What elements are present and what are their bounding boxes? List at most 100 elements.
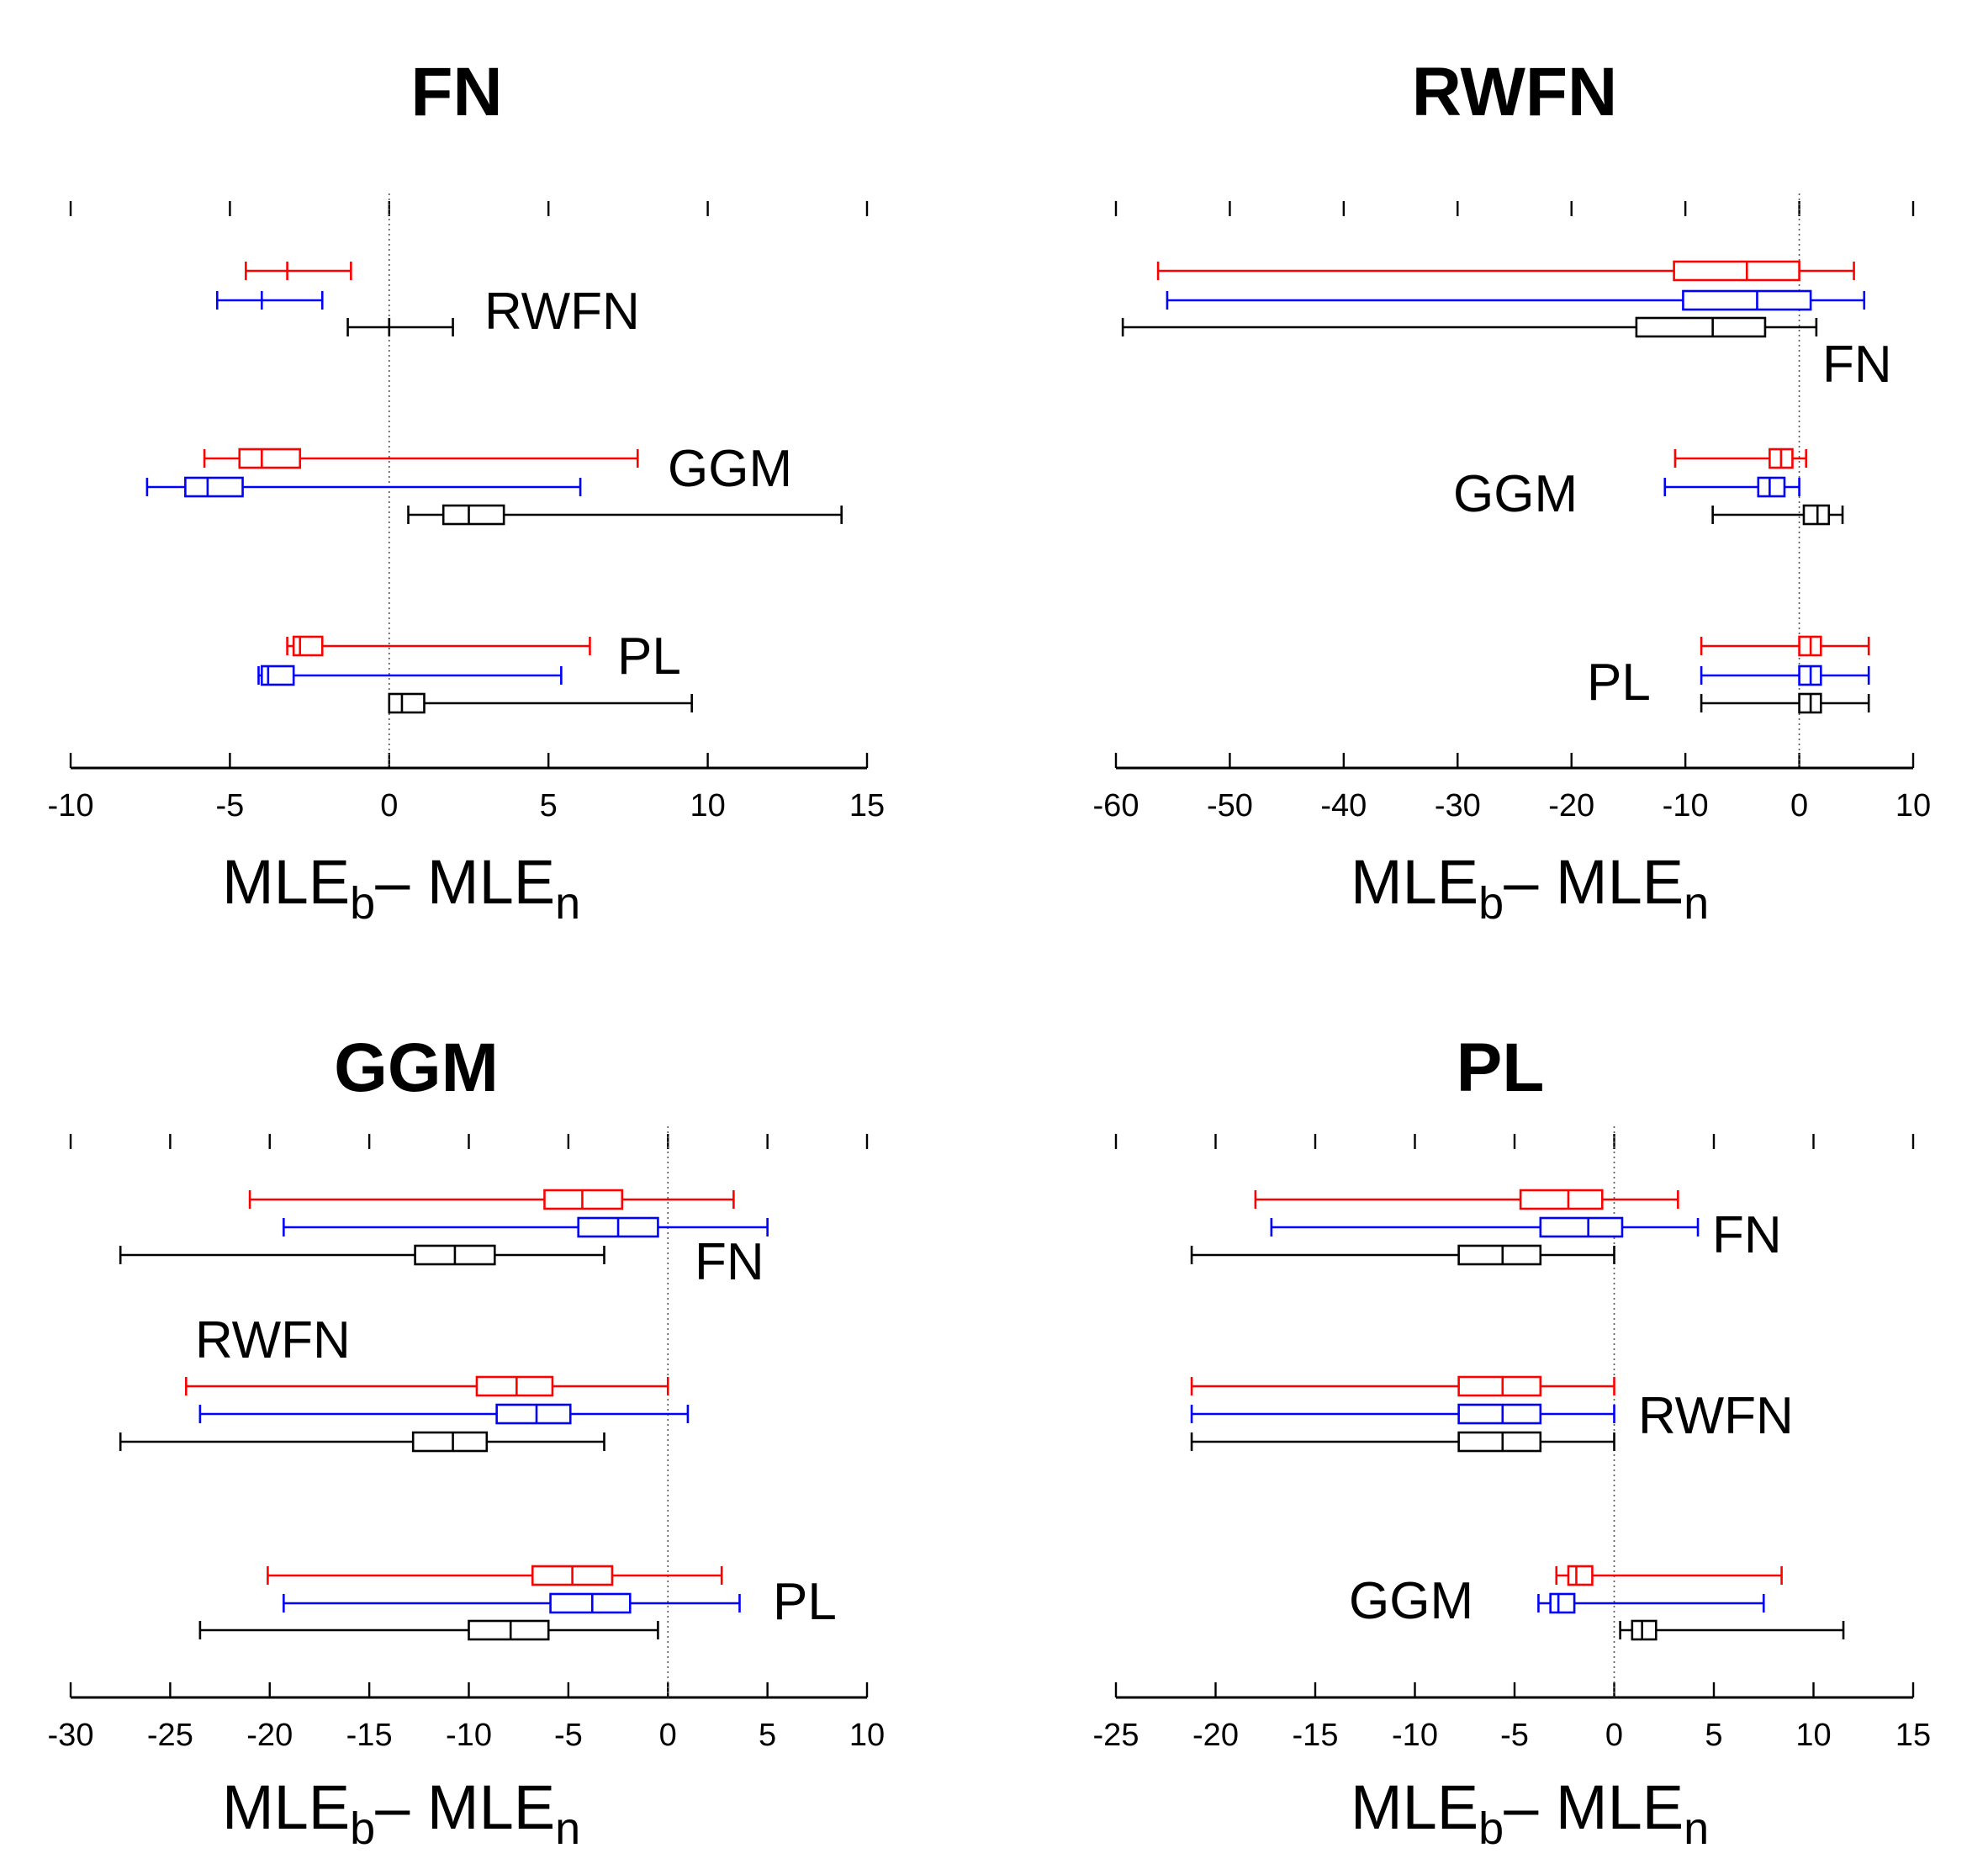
x-tick-label: 0 (380, 788, 398, 823)
iqr-box (1673, 260, 1800, 282)
iqr-box (1457, 1375, 1542, 1397)
iqr-box (1519, 1189, 1604, 1210)
box-black (1619, 1619, 1845, 1641)
box-red (1156, 260, 1855, 282)
iqr-box (388, 692, 426, 714)
iqr-box (184, 476, 244, 498)
panel-fn: FN RWFN GGM PL MLEb– MLEn -10 -5 0 5 10 15 (48, 54, 886, 929)
group-label-rwfn: RWFN (1638, 1387, 1794, 1445)
box-blue (198, 1403, 690, 1425)
box-blue (1270, 1216, 1700, 1238)
x-tick-label: 0 (1605, 1718, 1623, 1753)
box-blue (257, 665, 563, 686)
iqr-box (468, 1619, 550, 1641)
iqr-box (238, 447, 302, 469)
iqr-box (1549, 1592, 1576, 1614)
panel-ggm: GGM FN RWFN PL MLEb– MLEn -30 -25 -20 -15 -1… (48, 1030, 886, 1854)
panel-title: RWFN (1412, 54, 1617, 130)
box-red (1555, 1565, 1783, 1586)
x-tick-label: 0 (659, 1718, 677, 1753)
panel-title: PL (1457, 1030, 1545, 1106)
box-black (346, 318, 454, 336)
group-label-pl: PL (773, 1573, 837, 1631)
x-tick-label: -5 (1500, 1718, 1529, 1753)
box-blue (1537, 1592, 1765, 1614)
x-tick-label: -15 (346, 1718, 393, 1753)
box-blue (215, 291, 324, 310)
x-tick-label: 10 (849, 1718, 885, 1753)
box-red (248, 1189, 735, 1210)
box-red (185, 1375, 669, 1397)
iqr-box (441, 504, 505, 526)
x-tick-label: -10 (48, 788, 94, 823)
panel-title: FN (410, 54, 502, 130)
iqr-box (292, 635, 324, 657)
iqr-box (1757, 476, 1786, 498)
iqr-box (1635, 316, 1767, 338)
box-black (1121, 316, 1818, 338)
x-tick-label: -50 (1207, 788, 1253, 823)
x-tick-label: -20 (1192, 1718, 1239, 1753)
box-blue (1700, 665, 1870, 686)
x-tick-label: 5 (759, 1718, 776, 1753)
box-blue (1166, 289, 1866, 311)
box-black (119, 1431, 605, 1453)
box-black (388, 692, 693, 714)
x-tick-label: -30 (48, 1718, 94, 1753)
x-tick-label: -20 (1548, 788, 1594, 823)
group-label-ggm: GGM (668, 440, 792, 498)
group-label-fn: FN (1712, 1206, 1782, 1264)
iqr-box (1631, 1619, 1658, 1641)
box-black (1190, 1431, 1615, 1453)
x-tick-label: 5 (1705, 1718, 1722, 1753)
box-red (1254, 1189, 1679, 1210)
box-red (1700, 635, 1870, 657)
x-tick-label: 10 (690, 788, 725, 823)
x-tick-label: -40 (1320, 788, 1367, 823)
x-axis-label: MLEb– MLEn (1351, 847, 1709, 929)
iqr-box (1457, 1244, 1542, 1266)
box-black (119, 1244, 605, 1266)
box-black (1711, 504, 1844, 526)
box-red (203, 447, 639, 469)
box-black (1700, 692, 1870, 714)
x-tick-label: -5 (216, 788, 245, 823)
x-tick-label: -25 (1093, 1718, 1139, 1753)
x-tick-label: 10 (1895, 788, 1931, 823)
group-label-pl: PL (1587, 654, 1651, 712)
box-blue (1190, 1403, 1615, 1425)
panel-rwfn: RWFN FN GGM PL MLEb– MLEn -60 -50 -40 -30 -2… (1093, 54, 1932, 929)
x-tick-label: -15 (1293, 1718, 1339, 1753)
box-black (407, 504, 843, 526)
iqr-box (1682, 289, 1812, 311)
group-label-fn: FN (1822, 336, 1892, 394)
x-tick-label: -60 (1093, 788, 1139, 823)
x-tick-label: 15 (849, 788, 885, 823)
x-axis-label: MLEb– MLEn (1351, 1772, 1709, 1854)
group-label-ggm: GGM (1453, 465, 1578, 523)
iqr-box (1457, 1403, 1542, 1425)
group-label-fn: FN (695, 1233, 764, 1291)
box-blue (145, 476, 582, 498)
box-red (245, 262, 352, 280)
iqr-box (1567, 1565, 1594, 1586)
x-tick-label: -10 (1392, 1718, 1438, 1753)
box-blue (283, 1216, 769, 1238)
x-tick-label: -5 (554, 1718, 583, 1753)
group-label-rwfn: RWFN (195, 1311, 351, 1369)
group-label-rwfn: RWFN (484, 283, 640, 341)
iqr-box (260, 665, 295, 686)
iqr-box (495, 1403, 572, 1425)
box-red (267, 1565, 723, 1586)
box-black (198, 1619, 659, 1641)
iqr-box (1802, 504, 1831, 526)
x-tick-label: 5 (540, 788, 558, 823)
box-red (1190, 1375, 1615, 1397)
x-tick-label: -30 (1435, 788, 1481, 823)
iqr-box (549, 1592, 632, 1614)
x-axis-label: MLEb– MLEn (222, 847, 580, 929)
iqr-box (475, 1375, 554, 1397)
box-red (1673, 447, 1807, 469)
x-tick-label: -20 (246, 1718, 293, 1753)
